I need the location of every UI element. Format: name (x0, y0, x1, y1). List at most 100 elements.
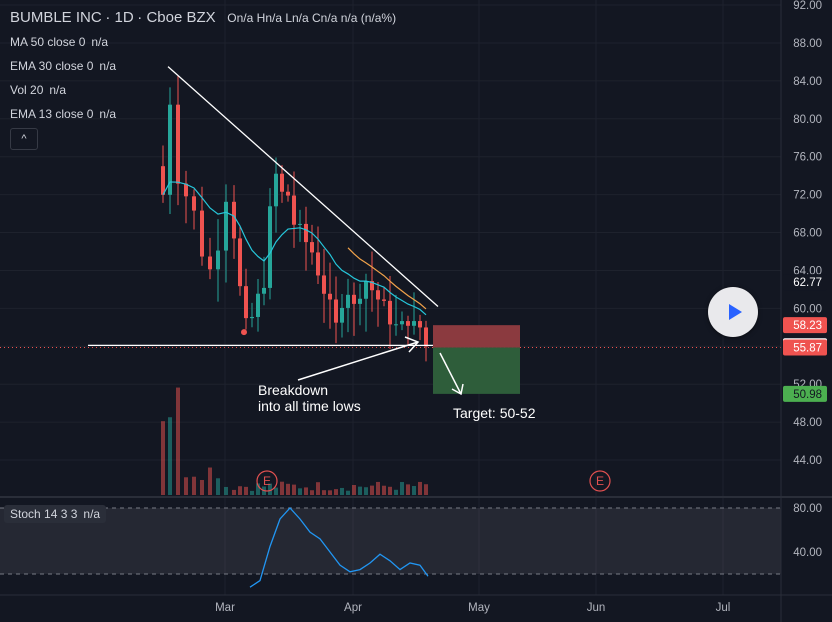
candle-body (238, 238, 242, 287)
symbol-name[interactable]: BUMBLE INC (10, 9, 102, 26)
price-tick-label: 76.00 (793, 152, 822, 164)
breakdown-arrow (297, 341, 419, 381)
volume-bar (382, 485, 386, 495)
price-label-target-bg (783, 385, 827, 402)
stop-zone (433, 325, 520, 348)
time-tick-label: May (468, 602, 490, 614)
candle-body (286, 191, 290, 196)
ohlc-values: On/a Hn/a Ln/a Cn/a n/a (n/a%) (227, 11, 397, 25)
candle-body (216, 250, 220, 270)
volume-bar (192, 476, 196, 495)
play-button[interactable] (708, 287, 758, 337)
price-label-stop-bg (783, 317, 827, 334)
target-arrow (439, 352, 462, 395)
candle-body (176, 104, 180, 184)
indicator-name: MA 50 close 0 (10, 35, 86, 49)
indicator-ema30[interactable]: EMA 30 close 0 n/a (10, 56, 396, 80)
candle-body (268, 206, 272, 288)
candle-body (192, 196, 196, 211)
dot-separator: · (137, 9, 147, 26)
volume-bar (216, 478, 220, 495)
price-tick-label: 68.00 (793, 228, 822, 240)
volume-bar (238, 486, 242, 495)
indicator-value: n/a (99, 107, 117, 121)
indicator-value: n/a (49, 83, 67, 97)
candle-body (298, 223, 302, 225)
volume-bar (268, 483, 272, 495)
volume-bar (274, 487, 278, 495)
chart-legend: BUMBLE INC · 1D · Cboe BZX On/a Hn/a Ln/… (10, 8, 396, 128)
candle-body (358, 298, 362, 304)
candle-body (340, 307, 344, 323)
volume-bar (292, 484, 296, 495)
time-tick-label: Jun (587, 602, 606, 614)
price-tick-label: 84.00 (793, 76, 822, 88)
candle-body (250, 316, 254, 319)
volume-bar (280, 481, 284, 495)
volume-bar (406, 484, 410, 495)
indicator-value: n/a (99, 59, 117, 73)
volume-bar (298, 488, 302, 495)
candlesticks (161, 74, 428, 362)
candle-body (224, 201, 228, 251)
candle-body (208, 256, 212, 270)
stoch-value: n/a (83, 507, 101, 521)
play-icon (729, 304, 742, 320)
stoch-legend[interactable]: Stoch 14 3 3 n/a (4, 505, 107, 523)
volume-bar (352, 484, 356, 495)
stoch-line (249, 507, 429, 588)
collapse-legend-button[interactable]: ^ (10, 128, 38, 150)
candle-body (352, 294, 356, 304)
candle-body (394, 324, 398, 326)
candle-body (304, 223, 308, 243)
time-tick-label: Apr (344, 602, 362, 614)
volume-bar (304, 487, 308, 495)
candle-body (412, 321, 416, 326)
ema30-line (347, 247, 427, 310)
indicator-ema13[interactable]: EMA 13 close 0 n/a (10, 104, 396, 128)
descending-trendline (167, 66, 439, 307)
candle-body (328, 293, 332, 300)
stoch-band (0, 508, 781, 574)
stoch-tick-label: 40.00 (793, 547, 822, 559)
candle-body (232, 201, 236, 239)
volume-bar (346, 490, 350, 495)
stochastic-pane (0, 507, 781, 588)
indicator-ma50[interactable]: MA 50 close 0 n/a (10, 32, 396, 56)
candle-body (334, 299, 338, 323)
earnings-marker (589, 470, 611, 492)
legend-header: BUMBLE INC · 1D · Cboe BZX On/a Hn/a Ln/… (10, 8, 396, 32)
volume-bar (168, 417, 172, 495)
candle-body (262, 287, 266, 294)
volume-bar (418, 481, 422, 495)
candle-body (200, 210, 204, 257)
volume-bar (250, 490, 254, 495)
candle-body (161, 166, 165, 195)
candle-body (406, 321, 410, 326)
price-tick-label: 88.00 (793, 38, 822, 50)
candle-body (274, 173, 278, 207)
target-annotation: Target: 50-52 (453, 405, 536, 421)
candle-body (424, 327, 428, 347)
volume-bar (328, 490, 332, 495)
alert-dot (241, 329, 247, 336)
indicator-vol20[interactable]: Vol 20 n/a (10, 80, 396, 104)
exchange-label: Cboe BZX (146, 9, 216, 26)
candle-body (400, 321, 404, 325)
volume-bar (224, 486, 228, 495)
breakdown-annotation: Breakdown into all time lows (258, 382, 361, 414)
volume-bar (412, 486, 416, 495)
candle-body (280, 173, 284, 192)
price-label-target: 50.98 (793, 389, 822, 401)
price-tick-label: 44.00 (793, 455, 822, 467)
volume-bar (376, 481, 380, 495)
volume-bar (232, 489, 236, 495)
interval-label[interactable]: 1D (114, 9, 134, 26)
chevron-up-icon: ^ (21, 133, 27, 145)
volume-bars (161, 387, 428, 495)
price-tick-label: 60.00 (793, 303, 822, 315)
volume-bar (256, 483, 260, 495)
